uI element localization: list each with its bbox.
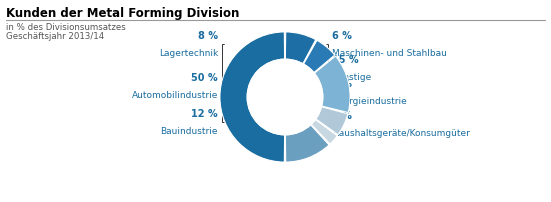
- Text: Bauindustrie: Bauindustrie: [160, 127, 218, 136]
- Text: Automobilindustrie: Automobilindustrie: [132, 91, 218, 100]
- Text: Sonstige: Sonstige: [332, 73, 371, 82]
- Circle shape: [247, 59, 323, 135]
- Text: in % des Divisionsumsatzes: in % des Divisionsumsatzes: [6, 23, 126, 32]
- Text: Geschäftsjahr 2013/14: Geschäftsjahr 2013/14: [6, 32, 104, 41]
- Text: Maschinen- und Stahlbau: Maschinen- und Stahlbau: [332, 49, 447, 58]
- Wedge shape: [304, 40, 334, 73]
- Text: 12 %: 12 %: [191, 109, 218, 119]
- Text: 6 %: 6 %: [332, 79, 352, 89]
- Text: 15 %: 15 %: [332, 55, 359, 65]
- Text: Energieindustrie: Energieindustrie: [332, 97, 407, 106]
- Wedge shape: [311, 120, 337, 144]
- Text: 6 %: 6 %: [332, 31, 352, 41]
- Text: 50 %: 50 %: [191, 73, 218, 83]
- Text: 8 %: 8 %: [198, 31, 218, 41]
- Wedge shape: [285, 32, 316, 64]
- Text: 3 %: 3 %: [332, 111, 352, 121]
- Wedge shape: [220, 32, 285, 162]
- Wedge shape: [316, 107, 348, 135]
- Text: Haushaltsgeräte/Konsumgüter: Haushaltsgeräte/Konsumgüter: [332, 129, 470, 138]
- Wedge shape: [314, 56, 350, 113]
- Wedge shape: [285, 125, 329, 162]
- Text: Kunden der Metal Forming Division: Kunden der Metal Forming Division: [6, 7, 239, 20]
- Text: Lagertechnik: Lagertechnik: [159, 49, 218, 58]
